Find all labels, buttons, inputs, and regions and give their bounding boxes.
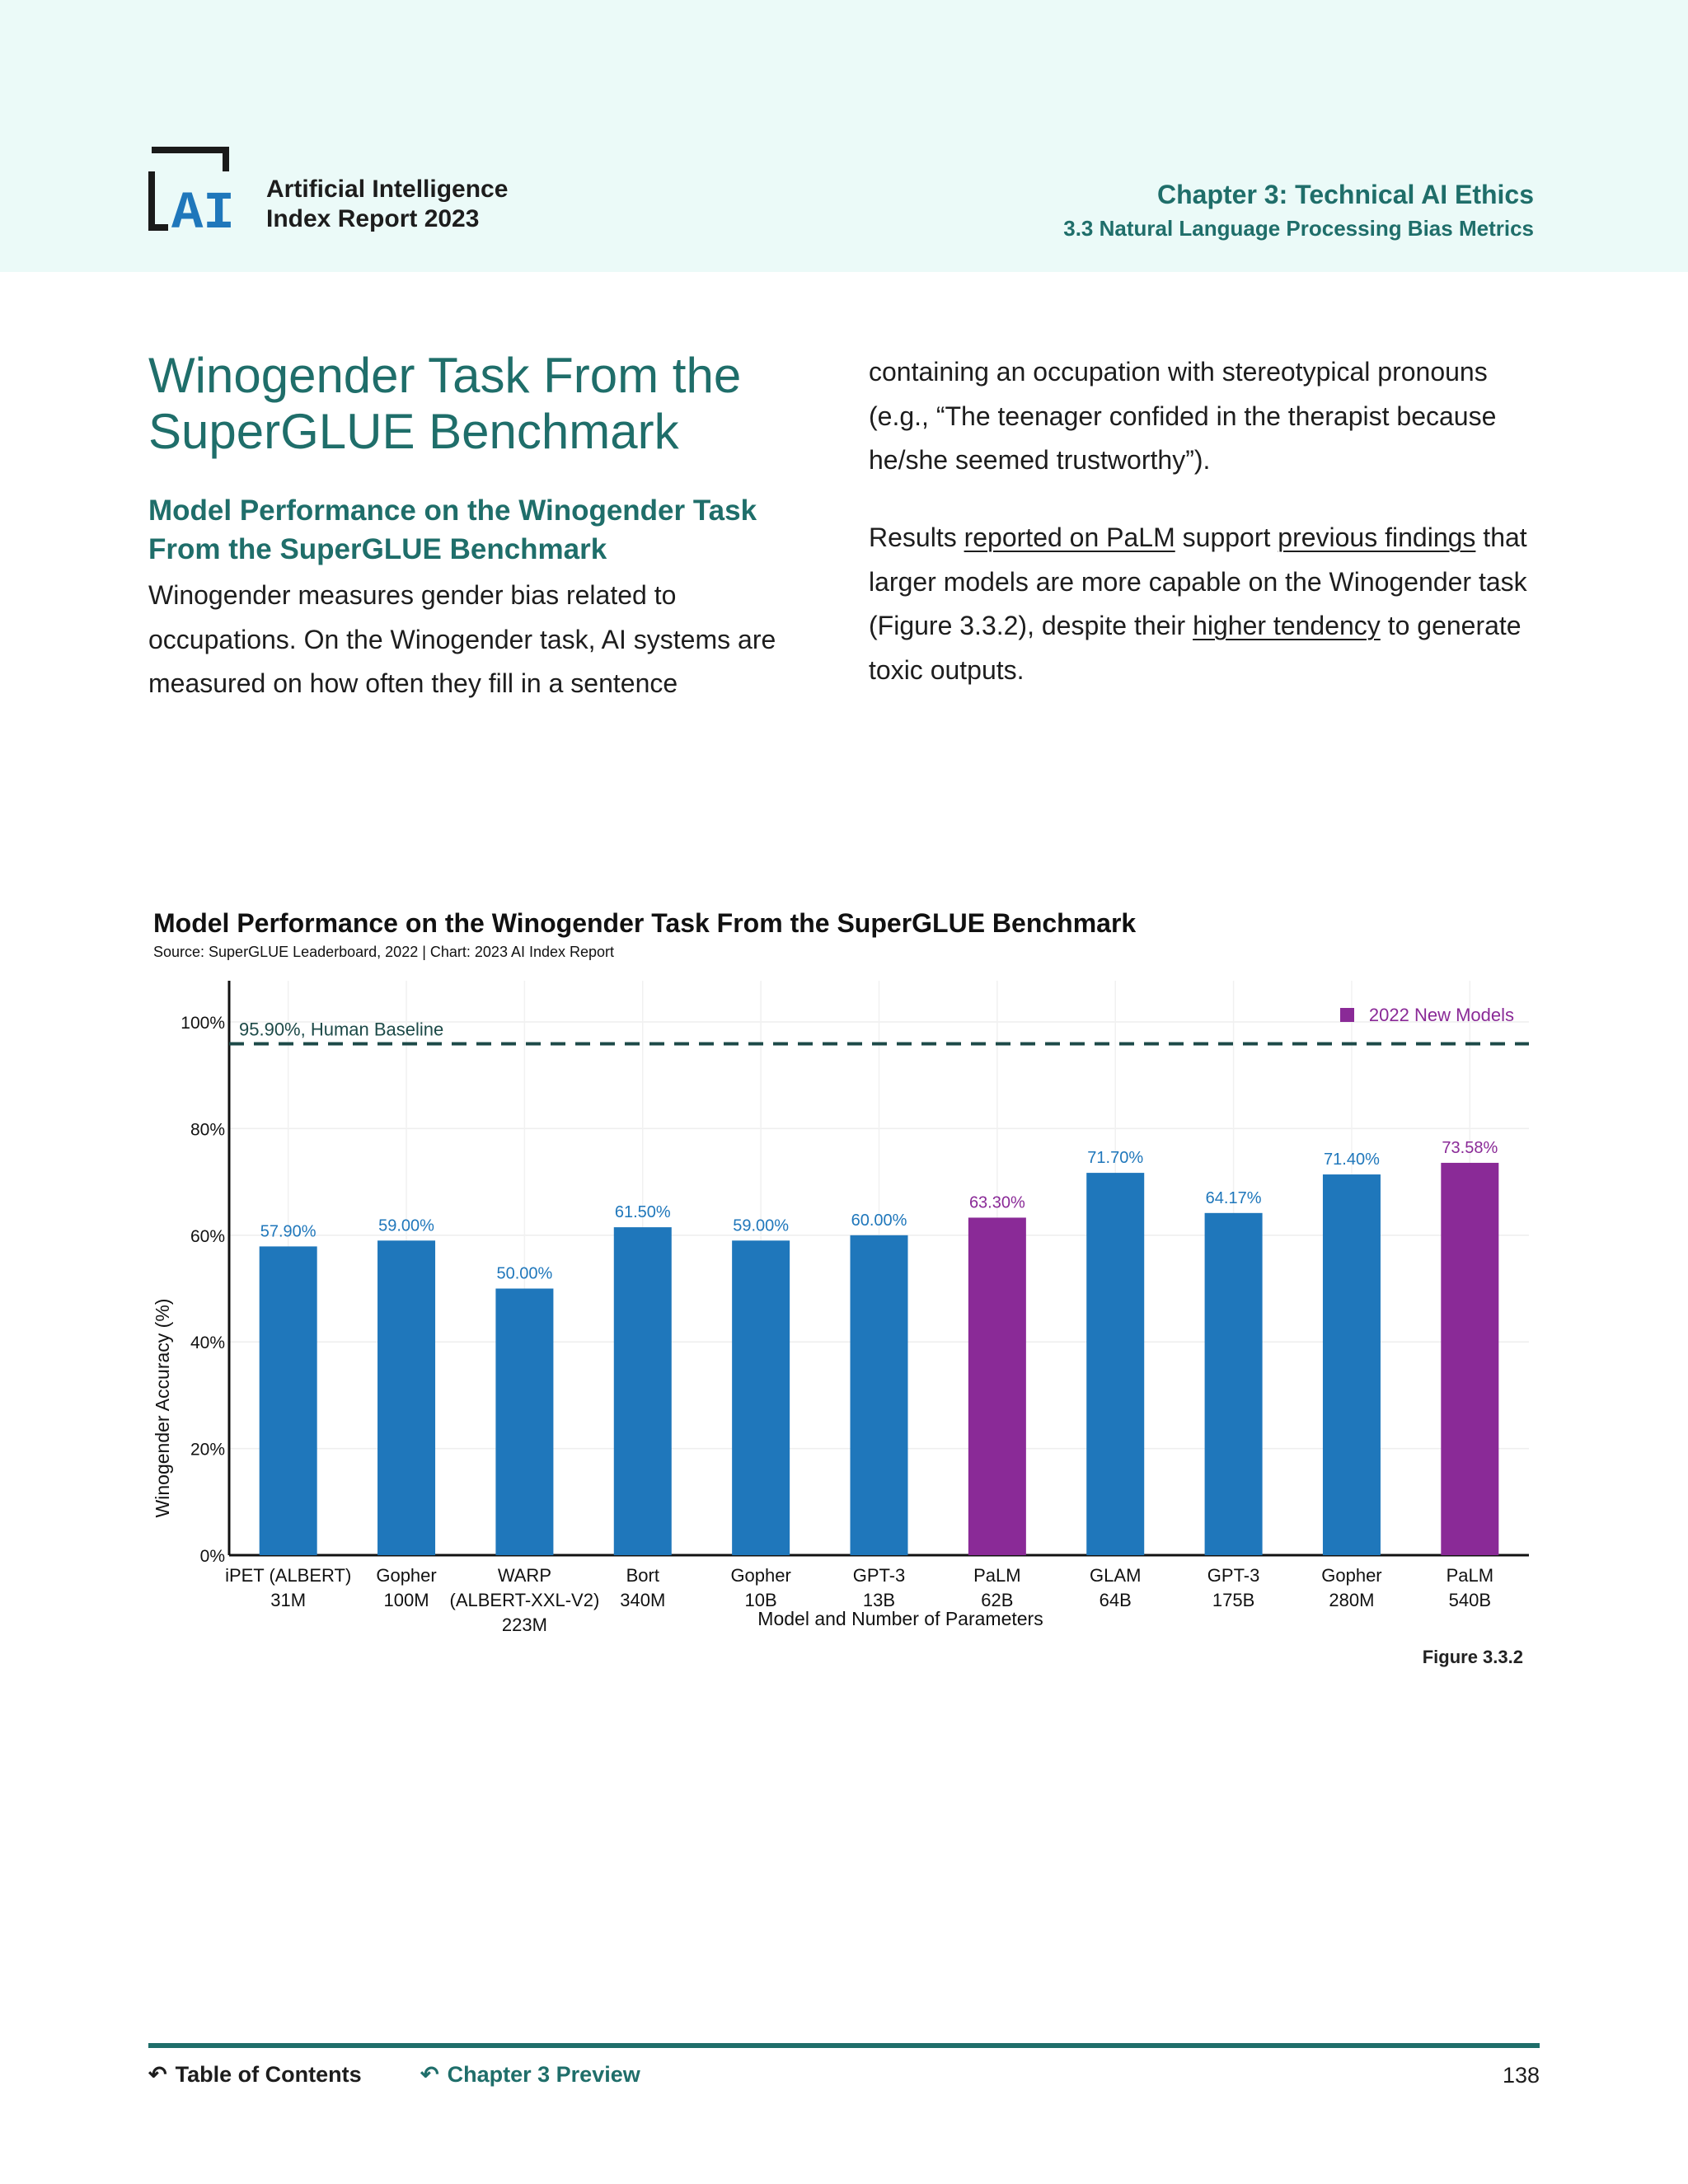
bar <box>1322 1174 1381 1555</box>
preview-label: Chapter 3 Preview <box>447 2062 640 2087</box>
chart-source: Source: SuperGLUE Leaderboard, 2022 | Ch… <box>153 944 615 960</box>
x-tick-label: 223M <box>502 1615 547 1635</box>
x-tick-label: 62B <box>981 1590 1013 1610</box>
y-tick-label: 80% <box>190 1120 225 1139</box>
left-paragraph: Winogender measures gender bias related … <box>148 580 776 698</box>
return-arrow-icon: ↶ <box>148 2062 167 2087</box>
x-tick-label: GLAM <box>1090 1565 1141 1586</box>
x-tick-label: (ALBERT-XXL-V2) <box>450 1590 600 1610</box>
bar <box>1086 1173 1145 1555</box>
x-tick-label: GPT-3 <box>853 1565 906 1586</box>
report-title-line2: Index Report 2023 <box>266 205 480 232</box>
x-tick-label: PaLM <box>1447 1565 1493 1586</box>
bar-value-label: 71.70% <box>1087 1149 1143 1167</box>
bar-value-label: 71.40% <box>1324 1151 1380 1169</box>
x-tick-label: GPT-3 <box>1207 1565 1260 1586</box>
x-tick-label: 175B <box>1212 1590 1254 1610</box>
x-tick-label: iPET (ALBERT) <box>225 1565 351 1586</box>
text-fragment: Results <box>869 523 964 552</box>
footer-divider <box>148 2043 1540 2048</box>
x-tick-label: Gopher <box>730 1565 790 1586</box>
figure-label: Figure 3.3.2 <box>1422 1647 1523 1667</box>
x-tick-label: Gopher <box>376 1565 436 1586</box>
bar <box>377 1240 436 1555</box>
y-tick-label: 40% <box>190 1333 225 1352</box>
bar-value-label: 59.00% <box>378 1216 434 1235</box>
bar-chart: 0% 20% 40% 60% 80% 100% 95.90%, Human Baseline… <box>152 981 1529 1635</box>
text-fragment: to generate toxic outputs. <box>869 611 1522 685</box>
bar <box>1441 1162 1499 1555</box>
text-fragment: that larger models are more capable on t… <box>869 523 1527 640</box>
x-tick-label: 13B <box>863 1590 895 1610</box>
x-tick-label: 31M <box>270 1590 306 1610</box>
bar <box>968 1217 1026 1555</box>
bar-value-label: 63.30% <box>969 1193 1025 1212</box>
bar-value-label: 61.50% <box>615 1203 671 1221</box>
legend-label: 2022 New Models <box>1369 1005 1514 1025</box>
x-tick-label: WARP <box>498 1565 551 1586</box>
chapter-title: Chapter 3: Technical AI Ethics <box>1157 180 1534 209</box>
page-title: Winogender Task From the SuperGLUE Bench… <box>148 348 742 459</box>
subheading: Model Performance on the Winogender Task… <box>148 494 757 565</box>
bar-value-label: 64.17% <box>1206 1189 1262 1207</box>
y-tick-label: 20% <box>190 1441 225 1460</box>
reported-on-palm-link[interactable]: reported on PaLM <box>964 523 1175 552</box>
ai-index-logo: AI <box>148 147 235 231</box>
x-tick-label: 340M <box>620 1590 665 1610</box>
table-of-contents-link[interactable]: ↶ Table of Contents <box>148 2062 362 2088</box>
bar <box>259 1246 317 1555</box>
bar <box>495 1288 554 1555</box>
bar-value-label: 50.00% <box>496 1265 552 1283</box>
page-number: 138 <box>1502 2063 1540 2088</box>
bar-value-label: 60.00% <box>851 1212 907 1230</box>
previous-findings-link[interactable]: previous findings <box>1278 523 1476 552</box>
right-paragraph-2: Results reported on PaLM support previou… <box>869 516 1545 692</box>
bar <box>732 1240 790 1555</box>
x-tick-label: Gopher <box>1321 1565 1381 1586</box>
bar <box>613 1227 672 1555</box>
bar <box>850 1235 908 1555</box>
legend-swatch <box>1340 1008 1354 1022</box>
toc-label: Table of Contents <box>175 2062 362 2087</box>
text-fragment: support <box>1175 523 1278 552</box>
section-title: 3.3 Natural Language Processing Bias Met… <box>1063 216 1534 241</box>
y-tick-label: 60% <box>190 1227 225 1246</box>
bar-value-label: 73.58% <box>1442 1139 1498 1157</box>
page-header: AI Artificial Intelligence Index Report … <box>0 0 1688 272</box>
return-arrow-icon: ↶ <box>420 2062 439 2087</box>
report-title: Artificial Intelligence Index Report 202… <box>266 175 508 234</box>
x-axis-title: Model and Number of Parameters <box>757 1608 1043 1629</box>
x-tick-label: 10B <box>745 1590 777 1610</box>
x-tick-label: 280M <box>1329 1590 1374 1610</box>
report-title-line1: Artificial Intelligence <box>266 176 509 203</box>
svg-text:AI: AI <box>171 185 235 231</box>
right-paragraph-1: containing an occupation with stereotypi… <box>869 357 1497 475</box>
bar <box>1204 1212 1263 1555</box>
y-axis-title: Winogender Accuracy (%) <box>152 1299 173 1518</box>
human-baseline-label: 95.90%, Human Baseline <box>239 1019 443 1040</box>
y-tick-label: 100% <box>181 1014 225 1033</box>
x-tick-label: 540B <box>1449 1590 1491 1610</box>
x-tick-label: 100M <box>384 1590 429 1610</box>
x-tick-label: Bort <box>626 1565 659 1586</box>
chapter-preview-link[interactable]: ↶ Chapter 3 Preview <box>420 2062 640 2088</box>
x-tick-label: 64B <box>1100 1590 1132 1610</box>
y-tick-label: 0% <box>200 1547 225 1566</box>
chart-title: Model Performance on the Winogender Task… <box>153 908 1137 938</box>
bar-value-label: 59.00% <box>733 1216 789 1235</box>
higher-tendency-link[interactable]: higher tendency <box>1193 611 1381 640</box>
x-tick-label: PaLM <box>973 1565 1020 1586</box>
bar-value-label: 57.90% <box>260 1222 316 1240</box>
